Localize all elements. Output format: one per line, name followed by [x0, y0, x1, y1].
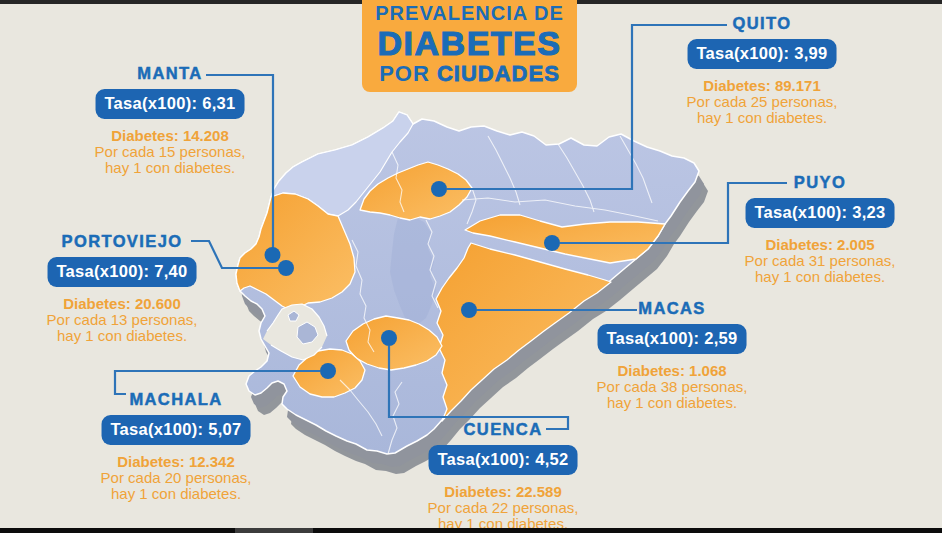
ratio-line-1: Por cada 15 personas,	[95, 144, 246, 160]
tasa-badge: Tasa(x100): 3,23	[745, 198, 894, 228]
city-name: PUYO	[745, 173, 896, 192]
title-box: PREVALENCIA DE DIABETES POR CIUDADES	[362, 0, 577, 92]
ratio-line-1: Por cada 31 personas,	[745, 253, 896, 269]
tasa-badge: Tasa(x100): 7,40	[47, 257, 196, 287]
ratio-line-2: hay 1 con diabetes.	[47, 328, 198, 344]
ratio-line-2: hay 1 con diabetes.	[745, 269, 896, 285]
callout-macas: MACAS Tasa(x100): 2,59 Diabetes: 1.068 P…	[597, 299, 748, 411]
diabetes-count: Diabetes: 22.589	[428, 483, 579, 500]
callout-manta: MANTA Tasa(x100): 6,31 Diabetes: 14.208 …	[95, 64, 246, 176]
title-line-1: PREVALENCIA DE	[362, 2, 577, 25]
diabetes-count: Diabetes: 14.208	[95, 127, 246, 144]
callout-cuenca: CUENCA Tasa(x100): 4,52 Diabetes: 22.589…	[428, 420, 579, 532]
tasa-badge: Tasa(x100): 3,99	[687, 39, 836, 69]
tasa-badge: Tasa(x100): 6,31	[95, 89, 244, 119]
city-name: QUITO	[687, 14, 838, 33]
diabetes-count: Diabetes: 12.342	[101, 453, 252, 470]
callout-machala: MACHALA Tasa(x100): 5,07 Diabetes: 12.34…	[101, 390, 252, 502]
city-name: MACHALA	[101, 390, 252, 409]
callout-puyo: PUYO Tasa(x100): 3,23 Diabetes: 2.005 Po…	[745, 173, 896, 285]
city-name: CUENCA	[428, 420, 579, 439]
title-line-3: POR CIUDADES	[362, 62, 577, 86]
map-dot-puyo	[544, 235, 560, 251]
ratio-line-2: hay 1 con diabetes.	[101, 486, 252, 502]
ratio-line-1: Por cada 13 personas,	[47, 312, 198, 328]
ratio-line-1: Por cada 38 personas,	[597, 379, 748, 395]
title-line-2: DIABETES	[362, 25, 577, 62]
ratio-line-1: Por cada 20 personas,	[101, 470, 252, 486]
bottom-bar	[0, 528, 942, 533]
ratio-line-1: Por cada 22 personas,	[428, 500, 579, 516]
diabetes-count: Diabetes: 89.171	[687, 77, 838, 94]
callout-portoviejo: PORTOVIEJO Tasa(x100): 7,40 Diabetes: 20…	[47, 232, 198, 344]
tasa-badge: Tasa(x100): 2,59	[597, 324, 746, 354]
diabetes-count: Diabetes: 20.600	[47, 295, 198, 312]
city-name: MACAS	[597, 299, 748, 318]
map-dot-manta	[265, 247, 281, 263]
diabetes-count: Diabetes: 2.005	[745, 236, 896, 253]
tasa-badge: Tasa(x100): 5,07	[101, 415, 250, 445]
tasa-badge: Tasa(x100): 4,52	[428, 445, 577, 475]
ratio-line-1: Por cada 25 personas,	[687, 94, 838, 110]
infographic-page: { "title": { "line1": "PREVALENCIA DE", …	[0, 0, 942, 533]
map-dot-macas	[461, 302, 477, 318]
callout-quito: QUITO Tasa(x100): 3,99 Diabetes: 89.171 …	[687, 14, 838, 126]
map-dot-portoviejo	[278, 260, 294, 276]
diabetes-count: Diabetes: 1.068	[597, 362, 748, 379]
map-dot-quito	[431, 181, 447, 197]
bottom-bar-segment	[235, 528, 313, 533]
ratio-line-2: hay 1 con diabetes.	[687, 110, 838, 126]
map-dot-machala	[320, 363, 336, 379]
city-name: PORTOVIEJO	[47, 232, 198, 251]
city-name: MANTA	[95, 64, 246, 83]
ratio-line-2: hay 1 con diabetes.	[597, 395, 748, 411]
map-dot-cuenca	[381, 330, 397, 346]
ratio-line-2: hay 1 con diabetes.	[95, 160, 246, 176]
